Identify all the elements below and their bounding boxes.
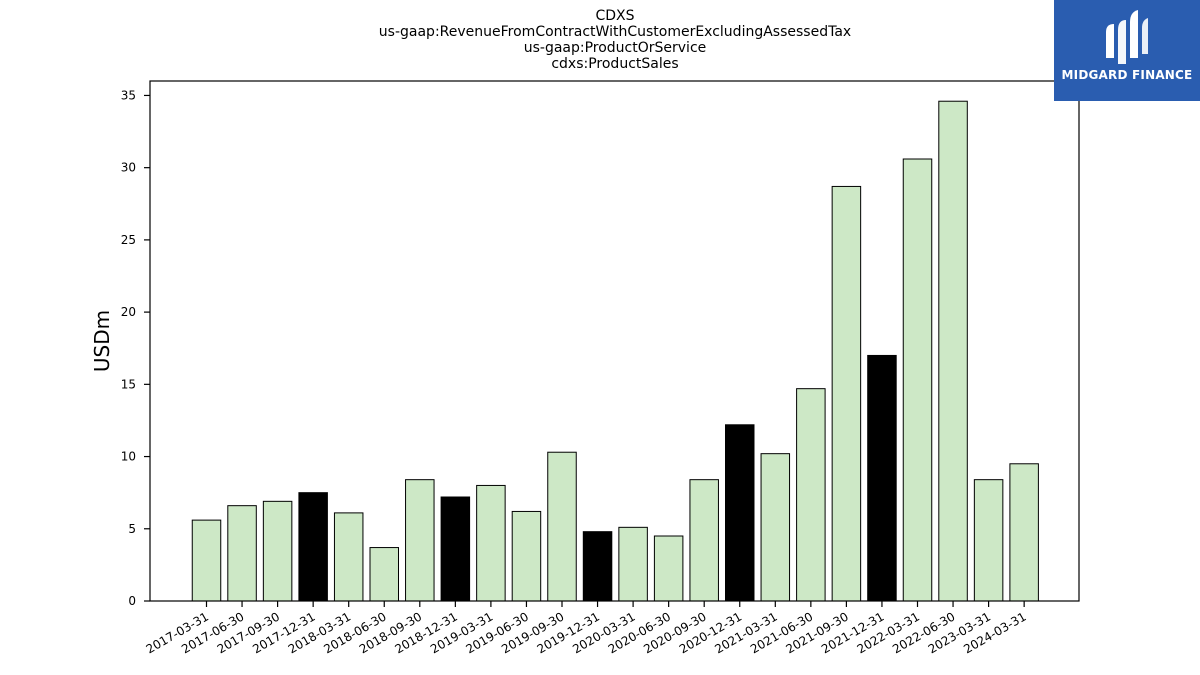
bar [333, 512, 364, 602]
bar [796, 388, 826, 602]
bar [227, 505, 257, 602]
y-tick-label: 30 [121, 161, 136, 175]
bar [689, 479, 719, 602]
bar [973, 479, 1004, 602]
bar [938, 100, 968, 602]
bar [902, 158, 933, 602]
bar [618, 526, 648, 602]
title-line: us-gaap:RevenueFromContractWithCustomerE… [379, 24, 851, 40]
bar [831, 185, 862, 602]
x-axis: 2017-03-312017-06-302017-09-302017-12-31… [144, 601, 1029, 656]
y-tick-label: 15 [121, 377, 136, 391]
bar [582, 531, 613, 602]
title-line: CDXS [595, 8, 634, 24]
bar [262, 500, 293, 602]
bar [867, 354, 897, 602]
bar [191, 519, 222, 602]
bar [476, 484, 506, 602]
title-line: us-gaap:ProductOrService [524, 40, 707, 56]
bar [405, 479, 435, 602]
midgard-logo-icon [1106, 10, 1148, 64]
bar [440, 496, 471, 602]
bar [760, 453, 791, 602]
bar [547, 451, 577, 602]
y-tick-label: 20 [121, 305, 136, 319]
y-axis: 0 5 10 15 20 25 30 35 [121, 88, 150, 608]
logo-text: MIDGARD FINANCE [1061, 68, 1193, 82]
title-line: cdxs:ProductSales [551, 56, 678, 72]
bars [191, 100, 1039, 602]
y-tick-label: 10 [121, 450, 136, 464]
chart-title: CDXSus-gaap:RevenueFromContractWithCusto… [379, 8, 851, 72]
plot-area-frame [149, 80, 1080, 602]
y-tick-label: 25 [121, 233, 136, 247]
y-axis-label: USDm [90, 310, 114, 372]
bar [511, 510, 542, 602]
y-tick-label: 35 [121, 88, 136, 102]
bar [653, 535, 684, 602]
y-tick-label: 0 [128, 594, 136, 608]
bar [725, 424, 755, 602]
bar [298, 492, 328, 602]
brand-logo: MIDGARD FINANCE [1054, 0, 1200, 101]
bar [369, 547, 399, 602]
y-tick-label: 5 [128, 522, 136, 536]
bar [1009, 463, 1039, 602]
